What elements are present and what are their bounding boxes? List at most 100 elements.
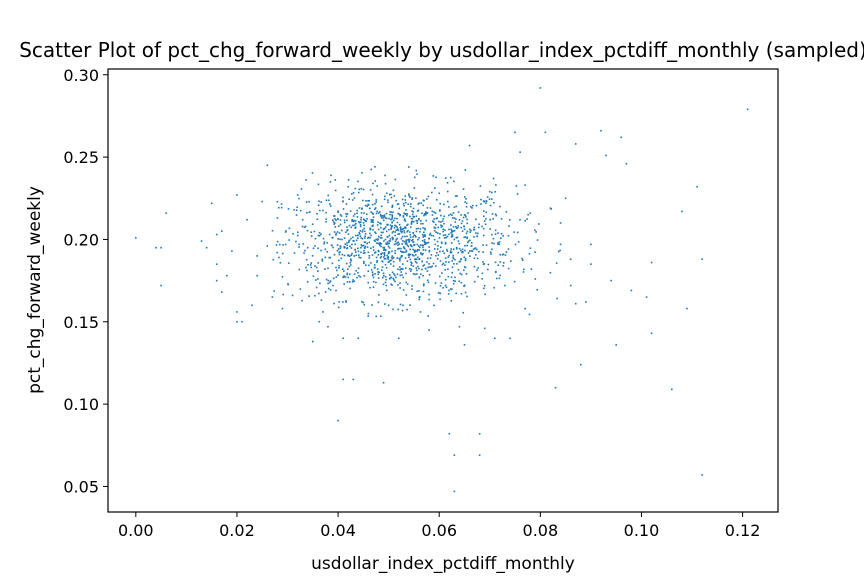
scatter-point — [449, 251, 452, 254]
scatter-point — [310, 235, 313, 237]
scatter-point — [266, 245, 269, 247]
scatter-point — [350, 258, 352, 261]
scatter-point — [433, 304, 435, 307]
scatter-point — [288, 227, 291, 230]
scatter-point — [441, 225, 444, 227]
scatter-point — [466, 230, 469, 233]
scatter-point — [200, 240, 203, 242]
scatter-point — [462, 216, 465, 219]
scatter-point — [505, 251, 508, 253]
scatter-point — [475, 253, 477, 256]
scatter-point — [391, 216, 394, 219]
scatter-point — [412, 236, 414, 238]
scatter-point — [418, 237, 420, 239]
scatter-point — [399, 226, 402, 229]
scatter-point — [494, 337, 496, 340]
scatter-point — [362, 301, 365, 304]
scatter-point — [388, 240, 391, 242]
scatter-point — [410, 264, 412, 266]
scatter-point — [450, 224, 452, 226]
scatter-point — [696, 185, 698, 188]
scatter-point — [440, 226, 443, 228]
scatter-point — [471, 204, 474, 207]
scatter-point — [468, 144, 471, 147]
scatter-point — [335, 232, 338, 235]
scatter-point — [491, 248, 493, 251]
scatter-point — [439, 209, 441, 211]
scatter-point — [377, 301, 380, 304]
scatter-point — [426, 212, 428, 214]
scatter-point — [516, 231, 519, 234]
scatter-point — [372, 229, 374, 231]
scatter-point — [444, 264, 446, 266]
scatter-point — [379, 257, 382, 259]
scatter-point — [346, 213, 349, 215]
scatter-point — [414, 273, 416, 276]
scatter-point — [450, 176, 452, 179]
scatter-point — [415, 227, 418, 230]
scatter-point — [364, 235, 366, 238]
scatter-point — [513, 231, 515, 233]
scatter-point — [388, 217, 390, 220]
scatter-point — [467, 212, 469, 214]
scatter-point — [261, 200, 264, 203]
scatter-point — [448, 214, 450, 217]
scatter-point — [409, 304, 411, 306]
scatter-point — [378, 271, 380, 274]
scatter-point — [444, 234, 447, 236]
scatter-point — [334, 226, 337, 228]
scatter-point — [350, 259, 352, 262]
scatter-point — [391, 238, 394, 241]
scatter-point — [344, 243, 347, 245]
scatter-point — [325, 221, 327, 223]
scatter-point — [384, 281, 387, 284]
scatter-point — [327, 199, 330, 202]
scatter-point — [456, 236, 459, 239]
scatter-point — [489, 228, 491, 230]
scatter-point — [420, 222, 422, 225]
scatter-point — [397, 337, 400, 340]
scatter-point — [559, 222, 562, 224]
scatter-point — [390, 256, 393, 259]
scatter-point — [409, 215, 411, 218]
y-tick-label: 0.20 — [63, 230, 99, 249]
scatter-point — [400, 250, 402, 253]
scatter-point — [330, 244, 333, 247]
scatter-point — [414, 235, 417, 237]
scatter-point — [452, 256, 454, 259]
scatter-point — [499, 253, 501, 256]
scatter-point — [387, 201, 389, 204]
scatter-point — [468, 228, 471, 231]
scatter-point — [527, 213, 529, 216]
scatter-point — [352, 224, 354, 227]
scatter-point — [397, 212, 399, 215]
scatter-point — [389, 260, 391, 262]
scatter-point — [351, 243, 353, 246]
scatter-point — [392, 256, 395, 259]
scatter-point — [317, 270, 319, 272]
scatter-point — [384, 238, 387, 241]
scatter-point — [455, 237, 458, 239]
scatter-point — [303, 252, 305, 254]
y-tick-label: 0.15 — [63, 313, 99, 332]
scatter-point — [450, 248, 453, 250]
scatter-point — [367, 251, 370, 254]
scatter-point — [380, 242, 382, 245]
scatter-point — [625, 162, 628, 165]
scatter-point — [423, 235, 425, 237]
scatter-point — [215, 233, 218, 236]
scatter-point — [430, 254, 433, 256]
scatter-point — [440, 246, 442, 249]
scatter-point — [440, 282, 443, 284]
scatter-point — [399, 303, 402, 306]
scatter-point — [420, 273, 422, 276]
scatter-point — [341, 268, 344, 270]
scatter-point — [491, 213, 494, 215]
scatter-point — [391, 271, 394, 274]
scatter-point — [318, 231, 321, 234]
scatter-point — [303, 226, 306, 229]
scatter-point — [160, 246, 162, 249]
scatter-point — [610, 279, 612, 282]
scatter-point — [382, 272, 385, 275]
scatter-point — [370, 218, 373, 221]
